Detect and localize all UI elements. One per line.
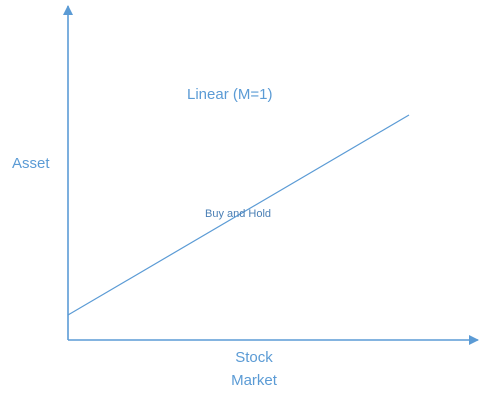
y-axis-label: Asset <box>12 155 50 172</box>
x-axis-label-line2: Market <box>231 372 277 389</box>
x-axis-label: Stock Market <box>218 346 290 392</box>
line-label: Buy and Hold <box>205 208 272 220</box>
buy-and-hold-line <box>67 114 410 316</box>
diagram-title: Linear (M=1) <box>187 86 273 103</box>
x-axis-label-line1: Stock <box>235 349 273 366</box>
